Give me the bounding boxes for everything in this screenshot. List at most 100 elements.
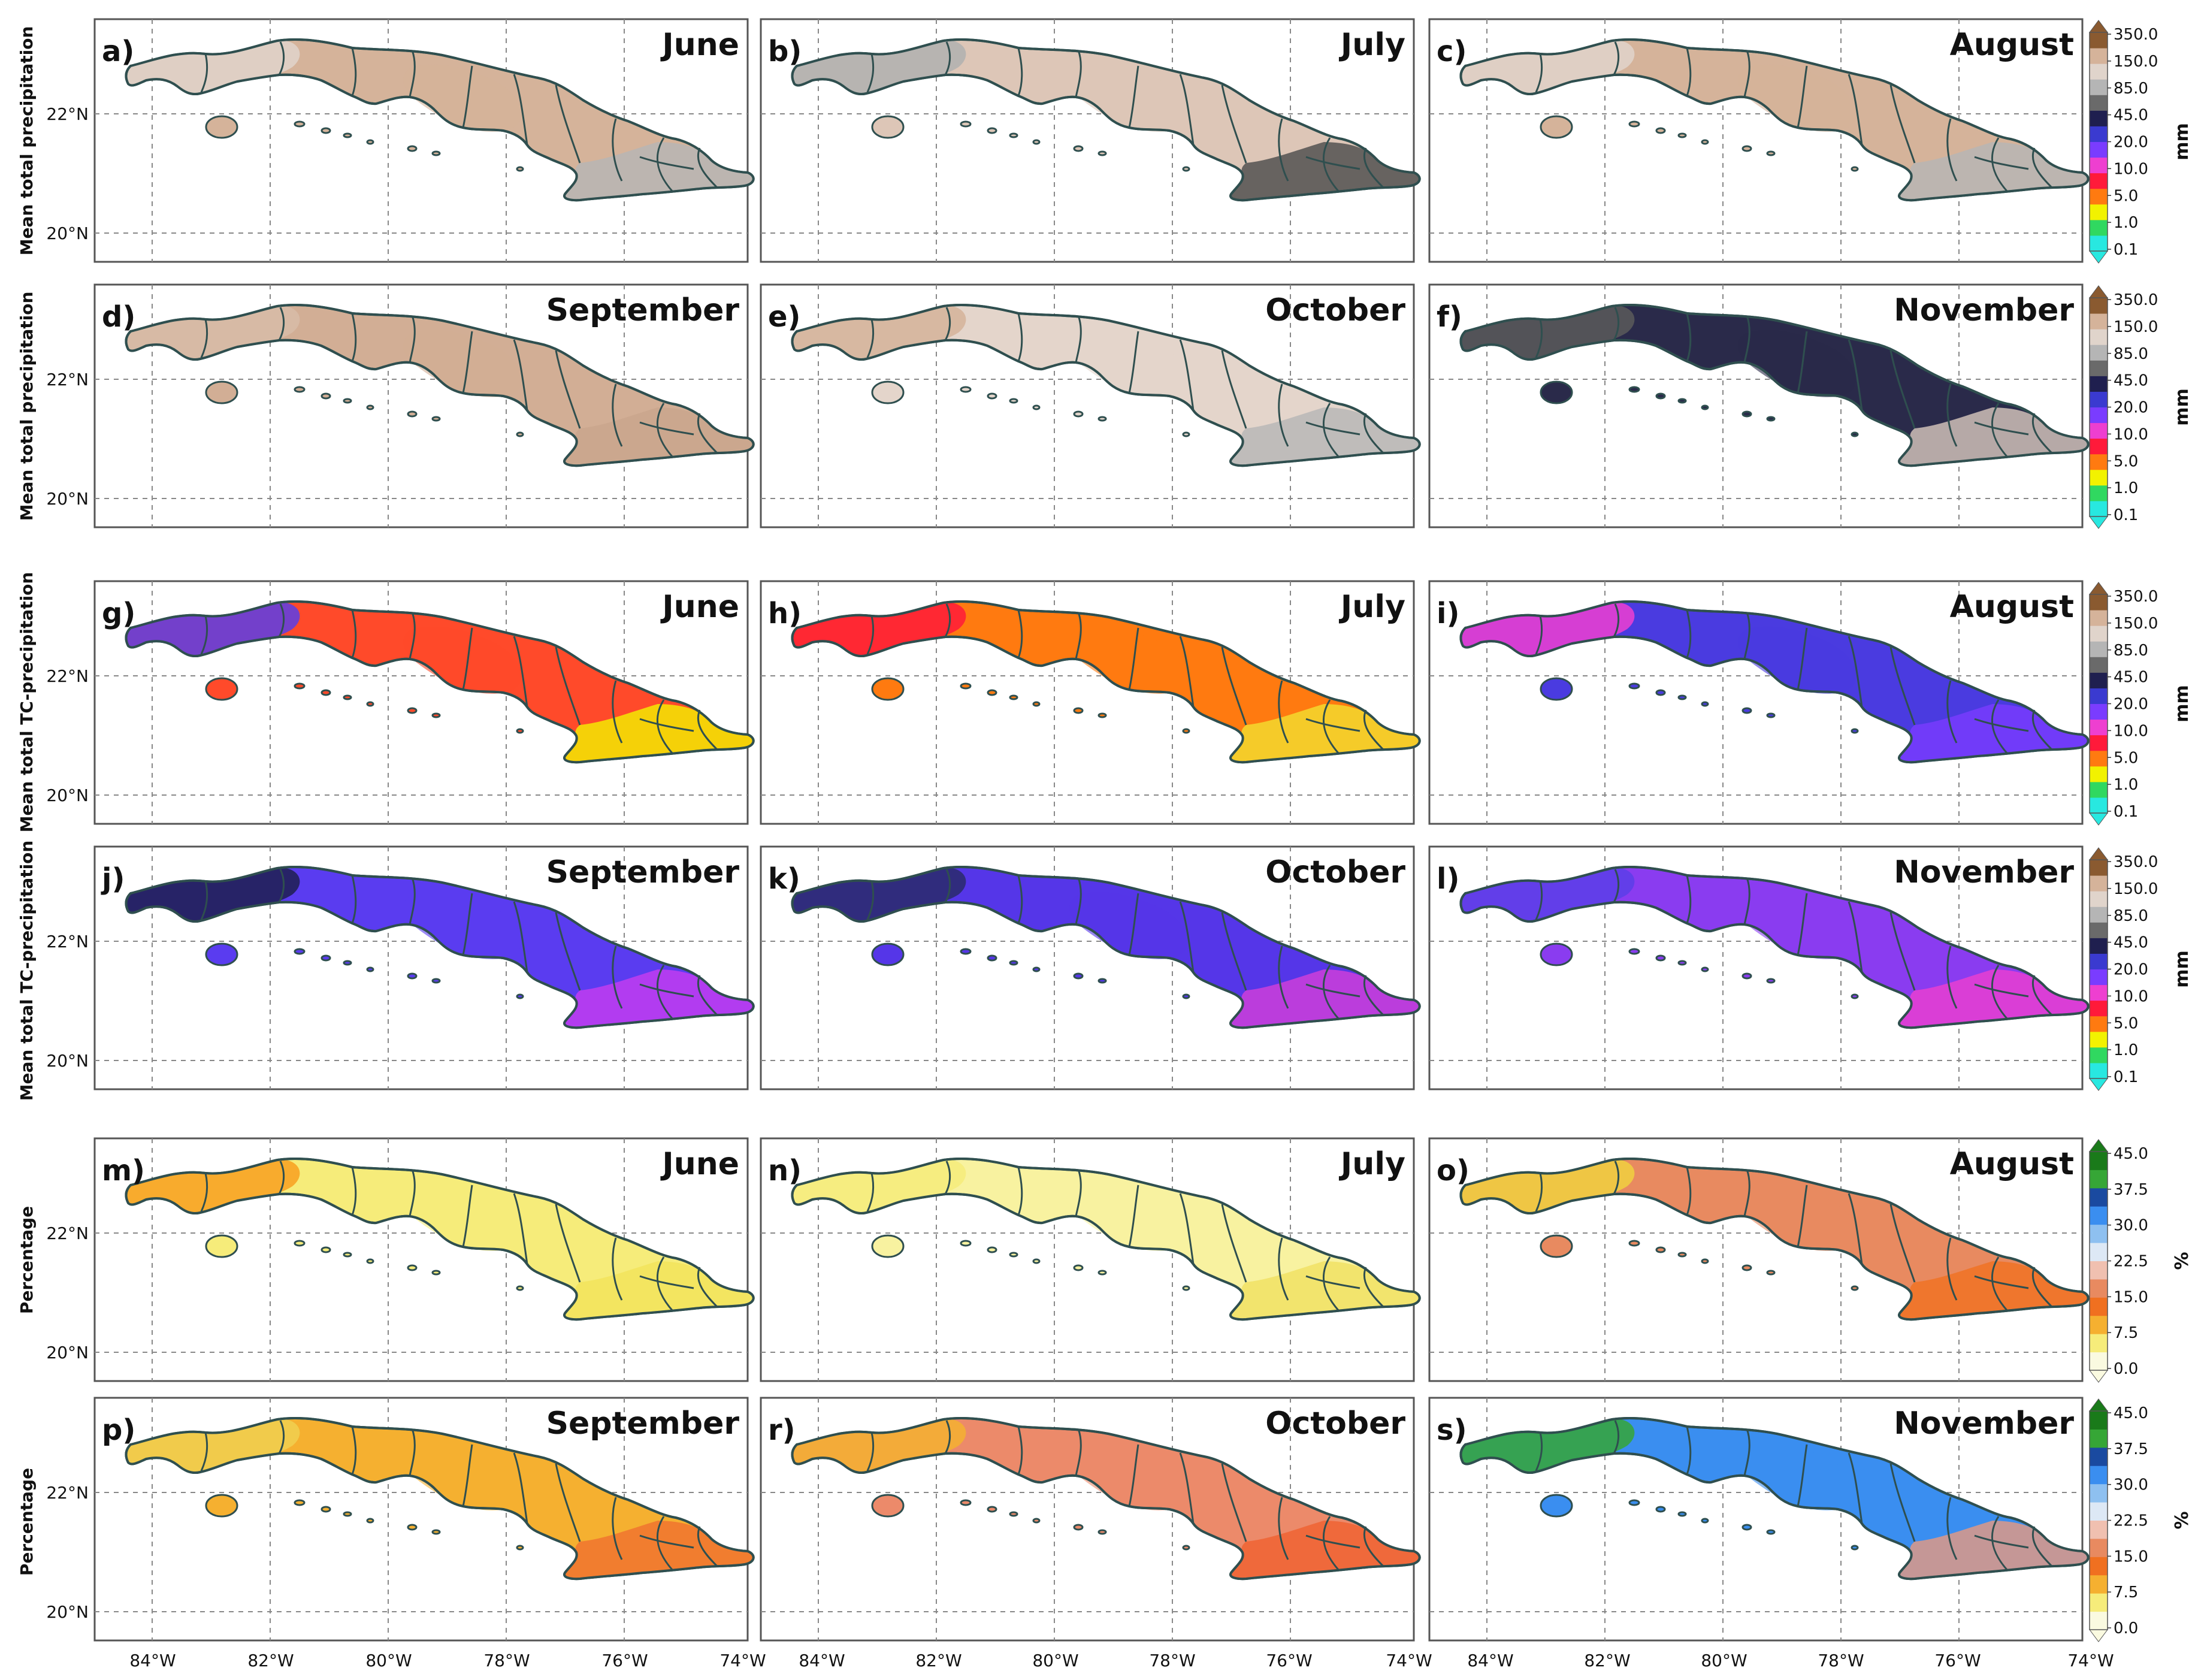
colorbar-tick-label: 15.0: [2114, 1288, 2148, 1306]
colorbar-segment: [2090, 454, 2108, 470]
panel-month-title: August: [1950, 1146, 2074, 1182]
colorbar-segment: [2090, 860, 2108, 876]
colorbar-tick-label: 7.5: [2114, 1584, 2138, 1602]
colorbar-tick-label: 0.1: [2114, 1068, 2138, 1086]
colorbar-segment: [2090, 313, 2108, 330]
colorbar-max-arrow: [2089, 285, 2108, 298]
colorbar-tick-label: 20.0: [2114, 961, 2148, 979]
map-panel: k) October: [760, 845, 1421, 1090]
map-panel: c) August: [1428, 18, 2090, 263]
colorbar-segment: [2090, 781, 2108, 798]
colorbar: 0.1 1.0 5.0 10.0 20.0 45.0 85.0 150.0 350.0 mm: [2089, 285, 2189, 529]
colorbar-segment: [2090, 1466, 2108, 1485]
colorbar-tick-label: 0.0: [2114, 1619, 2138, 1637]
map-panels: a) June 22°N 20°N b) July c) August d) September 2…: [46, 18, 2090, 1642]
lon-label-76w-col1: 76°W: [601, 1651, 648, 1670]
panel-month-title: July: [1339, 589, 1405, 625]
colorbar-tick-label: 45.0: [2114, 372, 2148, 390]
colorbar-segment: [2090, 969, 2108, 986]
lon-label-78w-col2: 78°W: [1149, 1651, 1195, 1670]
colorbar-min-arrow: [2089, 1370, 2108, 1383]
colorbar-segment: [2090, 657, 2108, 673]
row-ylabel-4: Mean total TC-precipitation: [17, 841, 37, 1101]
colorbar-tick-label: 150.0: [2114, 615, 2158, 633]
colorbar-tick-label: 10.0: [2114, 987, 2148, 1005]
lon-label-80w-col1: 80°W: [365, 1651, 412, 1670]
map-panel: e) October: [760, 283, 1421, 528]
map-panel: n) July: [760, 1137, 1421, 1382]
lon-label-78w-col3: 78°W: [1818, 1651, 1864, 1670]
panel-letter: l): [1437, 862, 1459, 896]
colorbar-segment: [2090, 610, 2108, 626]
panel-month-title: October: [1265, 292, 1405, 328]
panel-month-title: October: [1265, 1406, 1405, 1442]
colorbar-max-arrow: [2089, 1139, 2108, 1152]
colorbar-tick-label: 5.0: [2114, 1014, 2138, 1032]
colorbar-tick-label: 5.0: [2114, 187, 2138, 205]
panel-letter: p): [102, 1413, 135, 1447]
colorbar-segment: [2090, 1447, 2108, 1466]
colorbars: 0.11.05.010.020.045.085.0150.0350.0mm0.1…: [2089, 20, 2189, 1642]
colorbar-segment: [2090, 922, 2108, 938]
panel-letter: c): [1437, 35, 1467, 68]
latitude-label: 20°N: [46, 1343, 89, 1362]
y-axis-labels: Mean total precipitation Mean total prec…: [17, 26, 37, 1576]
lon-label-84w-col3: 84°W: [1467, 1651, 1513, 1670]
colorbar-tick-label: 150.0: [2114, 53, 2158, 71]
colorbar-min-arrow: [2089, 250, 2108, 264]
panel-month-title: October: [1265, 854, 1405, 890]
row-ylabel-2: Mean total precipitation: [17, 292, 37, 521]
panel-month-title: June: [660, 27, 739, 63]
colorbar-tick-label: 10.0: [2114, 160, 2148, 178]
colorbar-tick-label: 45.0: [2114, 1145, 2148, 1163]
lon-label-74w-col1: 74°W: [719, 1651, 766, 1670]
panel-letter: o): [1437, 1154, 1470, 1188]
colorbar-tick-label: 7.5: [2114, 1324, 2138, 1342]
colorbar-min-arrow: [2089, 812, 2108, 826]
map-panel: g) June 22°N 20°N: [46, 580, 755, 825]
colorbar-max-arrow: [2089, 20, 2108, 33]
colorbar-tick-label: 45.0: [2114, 1404, 2148, 1422]
colorbar-segment: [2090, 1000, 2108, 1017]
colorbar-segment: [2090, 235, 2108, 252]
colorbar-segment: [2090, 1031, 2108, 1048]
colorbar-segment: [2090, 110, 2108, 126]
colorbar-tick-label: 20.0: [2114, 399, 2148, 417]
colorbar-tick-label: 1.0: [2114, 214, 2138, 232]
colorbar-tick-label: 85.0: [2114, 907, 2148, 925]
lon-label-76w-col3: 76°W: [1934, 1651, 1981, 1670]
colorbar-segment: [2090, 1557, 2108, 1576]
colorbar-segment: [2090, 719, 2108, 736]
map-panel: d) September 22°N 20°N: [46, 283, 755, 528]
colorbar-segment: [2090, 79, 2108, 95]
colorbar-min-arrow: [2089, 1629, 2108, 1642]
latitude-label: 22°N: [46, 370, 89, 389]
colorbar-tick-label: 0.1: [2114, 241, 2138, 259]
colorbar-segment: [2090, 688, 2108, 704]
colorbar-segment: [2090, 1593, 2108, 1612]
panel-letter: i): [1437, 597, 1459, 630]
colorbar-segment: [2090, 1297, 2108, 1316]
colorbar-tick-label: 15.0: [2114, 1548, 2148, 1566]
panel-letter: r): [768, 1413, 796, 1447]
colorbar-segment: [2090, 1611, 2108, 1630]
colorbar-segment: [2090, 984, 2108, 1001]
panel-letter: m): [102, 1154, 145, 1188]
colorbar-segment: [2090, 626, 2108, 642]
colorbar-min-arrow: [2089, 1078, 2108, 1091]
latitude-label: 22°N: [46, 666, 89, 686]
colorbar-segment: [2090, 1261, 2108, 1280]
colorbar-segment: [2090, 95, 2108, 111]
colorbar-segment: [2090, 1279, 2108, 1298]
panel-letter: n): [768, 1154, 802, 1188]
colorbar-unit: mm: [2172, 685, 2189, 723]
map-panel: j) September 22°N 20°N: [46, 845, 755, 1090]
colorbar-segment: [2090, 48, 2108, 64]
lon-label-84w-col1: 84°W: [129, 1651, 176, 1670]
lon-label-80w-col2: 80°W: [1032, 1651, 1078, 1670]
latitude-label: 22°N: [46, 1483, 89, 1503]
colorbar-unit: mm: [2172, 123, 2189, 161]
colorbar-tick-label: 20.0: [2114, 696, 2148, 714]
colorbar-tick-label: 85.0: [2114, 80, 2148, 98]
colorbar-segment: [2090, 1152, 2108, 1170]
